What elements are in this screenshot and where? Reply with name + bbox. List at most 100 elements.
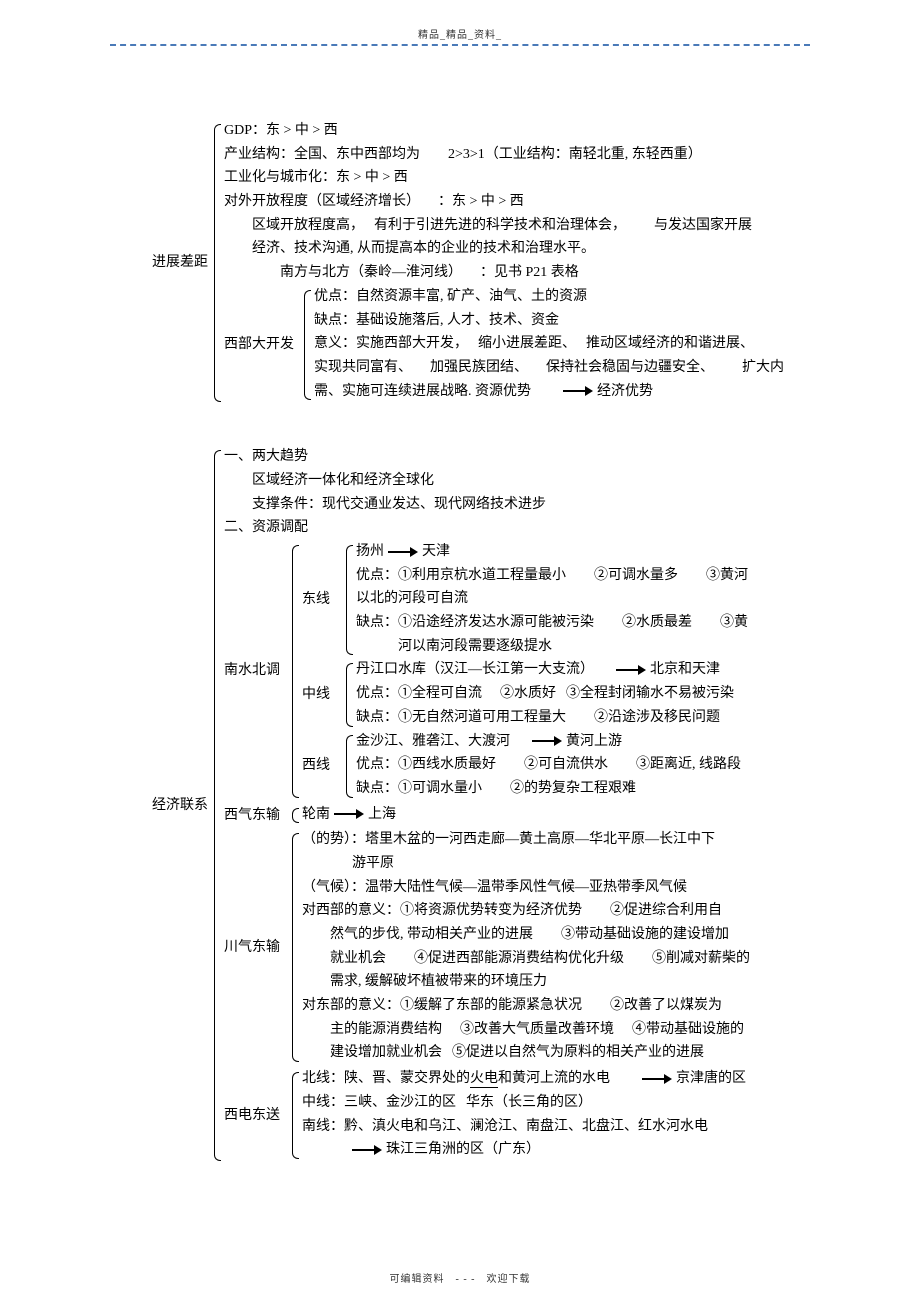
sub-west-dev: 西部大开发 优点：自然资源丰富, 矿产、油气、土的资源 缺点：基础设施落后, 人… <box>224 286 830 404</box>
text-line: 需求, 缓解破坏植被带来的环境压力 <box>302 971 830 993</box>
text-line: 缺点：①沿途经济发达水源可能被污染②水质最差③黄 <box>356 612 830 634</box>
text-line: 优点：①全程可自流②水质好③全程封闭输水不易被污染 <box>356 683 830 705</box>
text: 金沙江、雅砻江、大渡河 <box>356 734 510 749</box>
text-line: 支撑条件：现代交通业发达、现代网络技术进步 <box>224 494 830 516</box>
text-line: 优点：①利用京杭水道工程量最小②可调水量多③黄河 <box>356 565 830 587</box>
text: ⑤削减对薪柴的 <box>652 951 750 966</box>
sub-elec: 西电东送 北线：陕、晋、蒙交界处的火电和黄河上流的水电京津唐的区 中线：三峡、金… <box>224 1068 830 1163</box>
sub-gas: 西气东输 轮南上海 <box>224 804 830 828</box>
page-footer: 可编辑资料 - - - 欢迎下载 <box>0 1270 920 1285</box>
text: 优点：①全程可自流 <box>356 686 482 701</box>
text: ③全程封闭输水不易被污染 <box>566 686 734 701</box>
sub-body: 优点：自然资源丰富, 矿产、油气、土的资源 缺点：基础设施落后, 人才、技术、资… <box>314 286 830 404</box>
text-line: （气候）：温带大陆性气候—温带季风性气候—亚热带季风气候 <box>302 877 830 899</box>
text: 中线：三峡、金沙江的区 <box>302 1095 456 1110</box>
text: 黄河上游 <box>566 734 622 749</box>
text-line: 金沙江、雅砻江、大渡河 黄河上游 <box>356 731 830 753</box>
text: ③黄河 <box>706 568 748 583</box>
text-line: 缺点：①无自然河道可用工程量大②沿途涉及移民问题 <box>356 707 830 729</box>
sub-label-gas: 西气东输 <box>224 804 288 828</box>
text: ：见书 P21 表格 <box>480 265 579 280</box>
route-label-mid: 中线 <box>302 659 342 730</box>
text: 主的能源消费结构 <box>330 1022 442 1037</box>
text: 天津 <box>422 544 450 559</box>
text: ③黄 <box>720 615 748 630</box>
sub-body: 北线：陕、晋、蒙交界处的火电和黄河上流的水电京津唐的区 中线：三峡、金沙江的区华… <box>302 1068 830 1163</box>
brace-icon <box>342 659 352 730</box>
text: 实现共同富有、 <box>314 360 412 375</box>
text-line: 对东部的意义：①缓解了东部的能源紧急状况②改善了以煤炭为 <box>302 995 830 1017</box>
text: 对东部的意义：①缓解了东部的能源紧急状况 <box>302 998 582 1013</box>
text-line: 就业机会④促进西部能源消费结构优化升级⑤削减对薪柴的 <box>302 948 830 970</box>
text-line: 南方与北方（秦岭—淮河线）：见书 P21 表格 <box>224 262 830 284</box>
text: 对西部的意义：①将资源优势转变为经济优势 <box>302 903 582 918</box>
brace-icon <box>288 829 298 1066</box>
text-line: 区域经济一体化和经济全球化 <box>224 470 830 492</box>
text-line: 意义：实施西部大开发，缩小进展差距、推动区域经济的和谐进展、 <box>314 333 830 355</box>
root-label-gap: 进展差距 <box>150 120 210 406</box>
text: 和黄河上流的水电 <box>498 1071 610 1086</box>
text: ：东 > 中 > 西 <box>438 194 524 209</box>
text-line: 建设增加就业机会⑤促进以自然气为原料的相关产业的进展 <box>302 1042 830 1064</box>
text-line: 扬州 天津 <box>356 541 830 563</box>
text-line: 中线：三峡、金沙江的区华东（长三角的区） <box>302 1092 830 1114</box>
underline-text: 火电 <box>470 1071 498 1088</box>
text-line: 对外开放程度（区域经济增长）：东 > 中 > 西 <box>224 191 830 213</box>
brace-icon <box>288 804 298 828</box>
text-line: 轮南上海 <box>302 804 830 826</box>
text: 经济优势 <box>597 384 653 399</box>
text: ②可自流供水 <box>524 757 608 772</box>
header-dash-line <box>110 44 810 46</box>
text: 京津唐的区 <box>676 1071 746 1086</box>
content-area: 进展差距 GDP：东 > 中 > 西 产业结构：全国、东中西部均为2>3>1（工… <box>150 120 830 1205</box>
text: 北京和天津 <box>650 662 720 677</box>
text: 就业机会 <box>330 951 386 966</box>
page: 精品_精品_资料_ 进展差距 GDP：东 > 中 > 西 产业结构：全国、东中西… <box>0 0 920 1303</box>
brace-icon <box>210 446 220 1165</box>
sub-body: （的势）：塔里木盆的一河西走廊—黄土高原—华北平原—长江中下 游平原 （气候）：… <box>302 829 830 1066</box>
text-line: 需、实施可连续进展战略. 资源优势经济优势 <box>314 381 830 403</box>
branch-body: GDP：东 > 中 > 西 产业结构：全国、东中西部均为2>3>1（工业结构：南… <box>224 120 830 406</box>
text-line: 以北的河段可自流 <box>356 588 830 610</box>
text: 缺点：①可调水量小 <box>356 781 482 796</box>
text: 推动区域经济的和谐进展、 <box>586 336 754 351</box>
text-line: 丹江口水库（汉江—长江第一大支流）北京和天津 <box>356 659 830 681</box>
sub-body: 轮南上海 <box>302 804 830 828</box>
text-line: 工业化与城市化：东 > 中 > 西 <box>224 167 830 189</box>
text: 与发达国家开展 <box>654 218 752 233</box>
text: 有利于引进先进的科学技术和治理体会， <box>374 218 626 233</box>
section-economic-links: 经济联系 一、两大趋势 区域经济一体化和经济全球化 支撑条件：现代交通业发达、现… <box>150 446 830 1165</box>
brace-icon <box>288 541 298 802</box>
text: ⑤促进以自然气为原料的相关产业的进展 <box>452 1045 704 1060</box>
text: ③距离近, 线路段 <box>636 757 741 772</box>
text: 意义：实施西部大开发， <box>314 336 468 351</box>
sub-body: 东线 扬州天津 优点：①利用京杭水道工程量最小②可调水量多③黄河 以北的河段可自… <box>302 541 830 802</box>
sub-label-chuan: 川气东输 <box>224 829 288 1066</box>
text-line: 珠江三角洲的区（广东） <box>302 1139 830 1161</box>
text: ③改善大气质量改善环境 <box>460 1022 614 1037</box>
text: 华东（长三角的区） <box>466 1095 592 1110</box>
text: 区域开放程度高， <box>252 218 364 233</box>
route-east: 东线 扬州天津 优点：①利用京杭水道工程量最小②可调水量多③黄河 以北的河段可自… <box>302 541 830 659</box>
text: 缺点：①沿途经济发达水源可能被污染 <box>356 615 594 630</box>
nested-body: 扬州天津 优点：①利用京杭水道工程量最小②可调水量多③黄河 以北的河段可自流 缺… <box>356 541 830 659</box>
text-line: 主的能源消费结构③改善大气质量改善环境④带动基础设施的 <box>302 1019 830 1041</box>
text-line: 经济、技术沟通, 从而提高本的企业的技术和治理水平。 <box>224 238 830 260</box>
text: 2>3>1（工业结构：南轻北重, 东轻西重） <box>448 147 702 162</box>
text: 轮南 <box>302 807 330 822</box>
arrow-icon <box>388 548 418 556</box>
sub-chuan: 川气东输 （的势）：塔里木盆的一河西走廊—黄土高原—华北平原—长江中下 游平原 … <box>224 829 830 1066</box>
sub-water: 南水北调 东线 扬州天津 优点：①利用京杭水道工程量最小②可调水量 <box>224 541 830 802</box>
text: 缺点：①无自然河道可用工程量大 <box>356 710 566 725</box>
section-development-gap: 进展差距 GDP：东 > 中 > 西 产业结构：全国、东中西部均为2>3>1（工… <box>150 120 830 406</box>
text: ②可调水量多 <box>594 568 678 583</box>
text-line: 缺点：基础设施落后, 人才、技术、资金 <box>314 310 830 332</box>
text-line: 区域开放程度高， 有利于引进先进的科学技术和治理体会， 与发达国家开展 <box>224 215 830 237</box>
arrow-icon <box>352 1146 382 1154</box>
text: ③带动基础设施的建设增加 <box>561 927 729 942</box>
text: 扬州 <box>356 544 384 559</box>
arrow-icon <box>532 737 562 745</box>
route-label-east: 东线 <box>302 541 342 659</box>
route-west: 西线 金沙江、雅砻江、大渡河黄河上游 优点：①西线水质最好②可自流供水③距离近,… <box>302 731 830 802</box>
text-line: 二、资源调配 <box>224 517 830 539</box>
